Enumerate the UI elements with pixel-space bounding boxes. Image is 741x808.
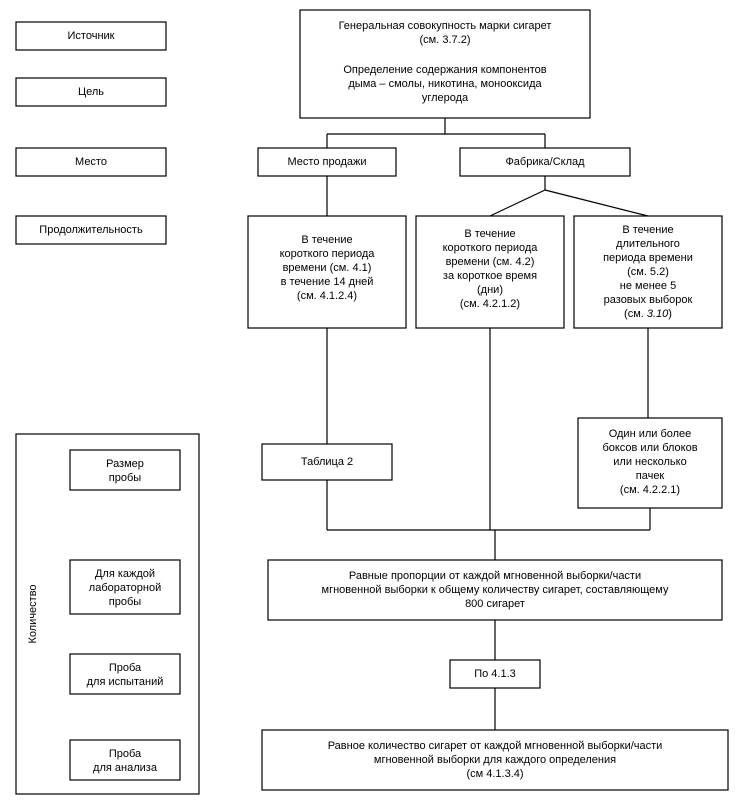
svg-text:(см. 5.2): (см. 5.2) [627,266,669,278]
svg-text:углерода: углерода [422,92,469,104]
svg-text:(см 4.1.3.4): (см 4.1.3.4) [466,768,523,780]
node-place-right: Фабрика/Склад [460,148,630,176]
svg-text:длительного: длительного [616,238,680,250]
analysis-sample-l2: для анализа [93,762,158,774]
node-top: Генеральная совокупность марки сигарет (… [300,10,590,118]
left-label-source: Источник [16,22,166,50]
svg-text:мгновенной выборки к общему ко: мгновенной выборки к общему количеству с… [322,584,669,596]
svg-text:мгновенной выборки для каждого: мгновенной выборки для каждого определен… [374,754,616,766]
svg-text:Продолжительность: Продолжительность [39,224,143,236]
node-per-lab: Равные пропорции от каждой мгновенной вы… [268,560,722,620]
svg-text:Генеральная совокупность марки: Генеральная совокупность марки сигарет [339,20,552,32]
node-dur-mid: В течение короткого периода времени (см.… [416,216,564,328]
node-dur-right: В течение длительного периода времени (с… [574,216,722,328]
svg-text:в течение 14 дней: в течение 14 дней [281,276,374,288]
svg-text:Определение содержания компоне: Определение содержания компонентов [343,64,546,76]
svg-text:По 4.1.3: По 4.1.3 [474,668,516,680]
svg-text:периода времени: периода времени [603,252,693,264]
svg-text:разовых выборок: разовых выборок [604,294,693,306]
per-lab-l2: лабораторной [89,582,161,594]
sample-size-l2: пробы [109,472,141,484]
svg-text:короткого периода: короткого периода [280,248,376,260]
svg-text:Место продажи: Место продажи [288,156,367,168]
svg-text:(см. 3.10): (см. 3.10) [624,308,672,320]
svg-text:не менее 5: не менее 5 [620,280,676,292]
svg-text:Равное количество сигарет от к: Равное количество сигарет от каждой мгно… [328,740,663,752]
left-label-test-sample: Проба для испытаний [70,654,180,694]
svg-text:или несколько: или несколько [613,456,686,468]
svg-text:Один или более: Один или более [609,428,692,440]
sample-size-l1: Размер [106,458,144,470]
svg-text:(см. 4.1.2.4): (см. 4.1.2.4) [297,290,357,302]
node-analysis: Равное количество сигарет от каждой мгно… [262,730,728,790]
svg-text:(см. 4.2.2.1): (см. 4.2.2.1) [620,484,680,496]
analysis-sample-l1: Проба [109,748,142,760]
svg-text:(см. 4.2.1.2): (см. 4.2.1.2) [460,298,520,310]
left-label-analysis-sample: Проба для анализа [70,740,180,780]
svg-text:Равные пропорции от каждой мгн: Равные пропорции от каждой мгновенной вы… [349,570,641,582]
svg-text:(см. 3.7.2): (см. 3.7.2) [420,34,471,46]
left-label-per-lab: Для каждой лабораторной пробы [70,560,180,614]
left-label-duration: Продолжительность [16,216,166,244]
node-size-left: Таблица 2 [262,444,392,480]
left-label-place: Место [16,148,166,176]
svg-text:Цель: Цель [78,86,104,98]
svg-text:пачек: пачек [636,470,665,482]
left-label-sample-size: Размер пробы [70,450,180,490]
svg-text:(дни): (дни) [477,284,503,296]
test-sample-l2: для испытаний [87,676,164,688]
node-size-right: Один или более боксов или блоков или нес… [578,418,722,508]
svg-text:за короткое время: за короткое время [443,270,537,282]
test-sample-l1: Проба [109,662,142,674]
svg-text:800 сигарет: 800 сигарет [465,598,525,610]
svg-text:боксов или блоков: боксов или блоков [602,442,697,454]
svg-text:Фабрика/Склад: Фабрика/Склад [505,156,585,168]
svg-text:короткого периода: короткого периода [443,242,539,254]
node-place-left: Место продажи [258,148,396,176]
svg-text:В течение: В течение [622,224,673,236]
svg-text:дыма – смолы, никотина, моноок: дыма – смолы, никотина, монооксида [348,78,542,90]
node-dur-left: В течение короткого периода времени (см.… [248,216,406,328]
svg-text:Количество: Количество [27,584,39,643]
per-lab-l1: Для каждой [95,568,155,580]
svg-text:В течение: В течение [301,234,352,246]
svg-text:В течение: В течение [464,228,515,240]
node-test: По 4.1.3 [450,660,540,688]
svg-text:Место: Место [75,156,107,168]
svg-text:Таблица 2: Таблица 2 [301,456,353,468]
per-lab-l3: пробы [109,596,141,608]
svg-text:Источник: Источник [68,30,115,42]
svg-text:времени (см. 4.1): времени (см. 4.1) [283,262,372,274]
left-label-goal: Цель [16,78,166,106]
svg-text:времени (см. 4.2): времени (см. 4.2) [446,256,535,268]
